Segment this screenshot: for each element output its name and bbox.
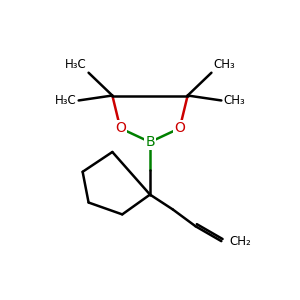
Text: O: O	[174, 121, 185, 135]
Text: CH₃: CH₃	[223, 94, 245, 107]
Text: H₃C: H₃C	[55, 94, 77, 107]
Text: CH₂: CH₂	[229, 235, 251, 248]
Text: CH₃: CH₃	[213, 58, 235, 71]
Text: H₃C: H₃C	[65, 58, 87, 71]
Text: O: O	[115, 121, 126, 135]
Text: B: B	[145, 135, 155, 149]
